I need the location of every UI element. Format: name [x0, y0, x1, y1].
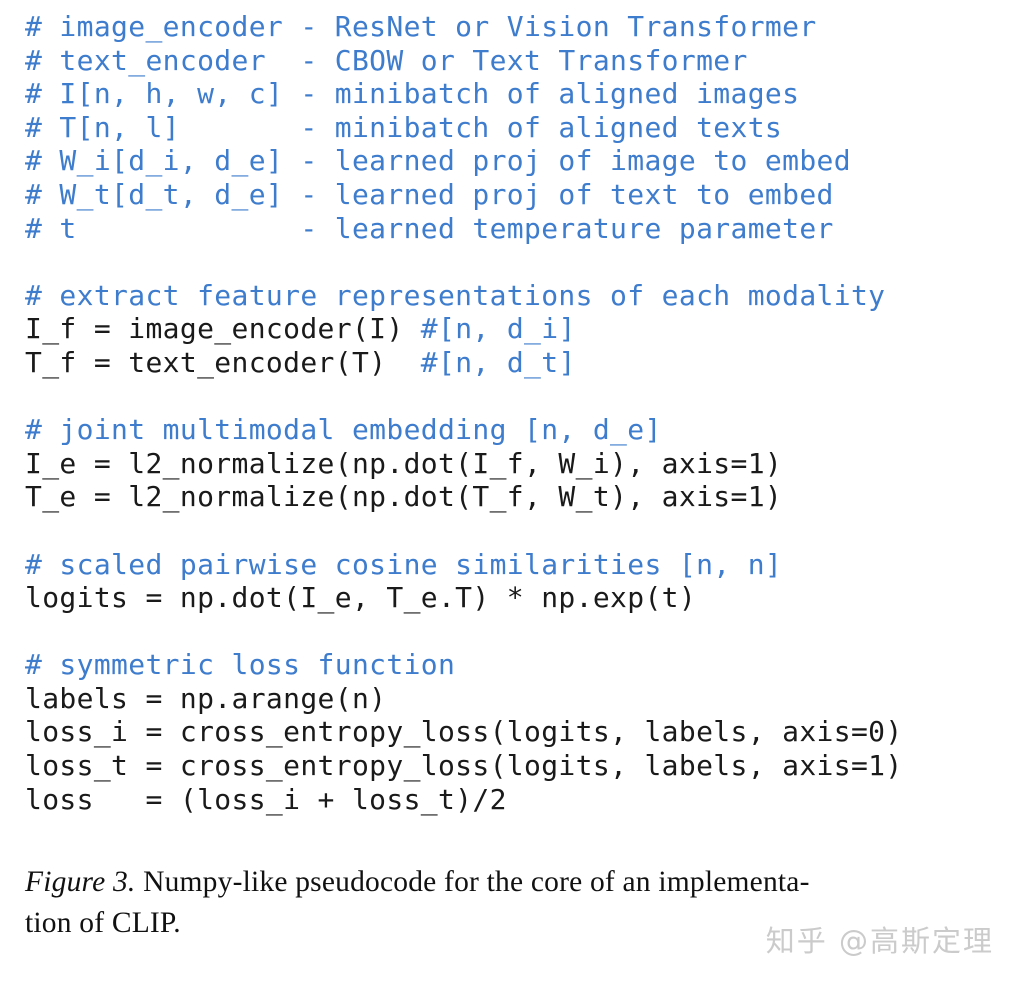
code-line	[25, 245, 903, 279]
code-text: T_e = l2_normalize(np.dot(T_f, W_t), axi…	[25, 480, 783, 514]
code-line: # image_encoder - ResNet or Vision Trans…	[25, 10, 903, 44]
code-comment: # T[n, l] - minibatch of aligned texts	[25, 110, 783, 144]
code-line: # W_t[d_t, d_e] - learned proj of text t…	[25, 178, 903, 212]
pseudocode-block: # image_encoder - ResNet or Vision Trans…	[25, 10, 903, 816]
code-line: # extract feature representations of eac…	[25, 279, 903, 313]
figure-caption-label: Figure 3.	[25, 866, 136, 898]
code-text: I_e = l2_normalize(np.dot(I_f, W_i), axi…	[25, 446, 783, 480]
code-line: loss_t = cross_entropy_loss(logits, labe…	[25, 749, 903, 783]
code-comment: # scaled pairwise cosine similarities [n…	[25, 547, 783, 581]
code-line	[25, 380, 903, 414]
code-comment: #[n, d_t]	[420, 345, 576, 379]
code-line: labels = np.arange(n)	[25, 682, 903, 716]
code-comment: # I[n, h, w, c] - minibatch of aligned i…	[25, 77, 800, 111]
code-text: I_f = image_encoder(I)	[25, 312, 421, 346]
code-comment: # W_t[d_t, d_e] - learned proj of text t…	[25, 177, 834, 211]
code-line: loss = (loss_i + loss_t)/2	[25, 783, 903, 817]
code-text: loss_t = cross_entropy_loss(logits, labe…	[25, 749, 903, 783]
figure-caption-line2: tion of CLIP.	[25, 907, 181, 939]
code-line: # t - learned temperature parameter	[25, 212, 903, 246]
code-line: I_f = image_encoder(I) #[n, d_i]	[25, 312, 903, 346]
code-comment: # joint multimodal embedding [n, d_e]	[25, 413, 662, 447]
code-text: loss_i = cross_entropy_loss(logits, labe…	[25, 715, 903, 749]
code-comment: # image_encoder - ResNet or Vision Trans…	[25, 10, 817, 43]
zhihu-watermark: 知乎 @高斯定理	[765, 924, 994, 958]
code-line: loss_i = cross_entropy_loss(logits, labe…	[25, 715, 903, 749]
figure-caption-line1: Numpy-like pseudocode for the core of an…	[135, 866, 810, 898]
code-comment: # t - learned temperature parameter	[25, 211, 834, 245]
code-comment: # W_i[d_i, d_e] - learned proj of image …	[25, 144, 851, 178]
code-text: T_f = text_encoder(T)	[25, 345, 421, 379]
code-line	[25, 615, 903, 649]
code-text: loss = (loss_i + loss_t)/2	[25, 782, 507, 816]
code-comment: # text_encoder - CBOW or Text Transforme…	[25, 43, 748, 77]
code-line: I_e = l2_normalize(np.dot(I_f, W_i), axi…	[25, 447, 903, 481]
code-comment: # extract feature representations of eac…	[25, 278, 886, 312]
code-comment: # symmetric loss function	[25, 648, 456, 682]
code-line: # symmetric loss function	[25, 648, 903, 682]
code-comment: #[n, d_i]	[420, 312, 576, 346]
code-line: # I[n, h, w, c] - minibatch of aligned i…	[25, 77, 903, 111]
code-text: labels = np.arange(n)	[25, 681, 387, 715]
code-line: T_f = text_encoder(T) #[n, d_t]	[25, 346, 903, 380]
code-line: # T[n, l] - minibatch of aligned texts	[25, 111, 903, 145]
code-line: T_e = l2_normalize(np.dot(T_f, W_t), axi…	[25, 480, 903, 514]
code-line	[25, 514, 903, 548]
code-line: # text_encoder - CBOW or Text Transforme…	[25, 44, 903, 78]
code-text: logits = np.dot(I_e, T_e.T) * np.exp(t)	[25, 581, 697, 615]
code-line: # scaled pairwise cosine similarities [n…	[25, 548, 903, 582]
code-line: # W_i[d_i, d_e] - learned proj of image …	[25, 144, 903, 178]
code-line: logits = np.dot(I_e, T_e.T) * np.exp(t)	[25, 581, 903, 615]
figure-caption: Figure 3. Numpy-like pseudocode for the …	[25, 862, 925, 944]
code-line: # joint multimodal embedding [n, d_e]	[25, 413, 903, 447]
